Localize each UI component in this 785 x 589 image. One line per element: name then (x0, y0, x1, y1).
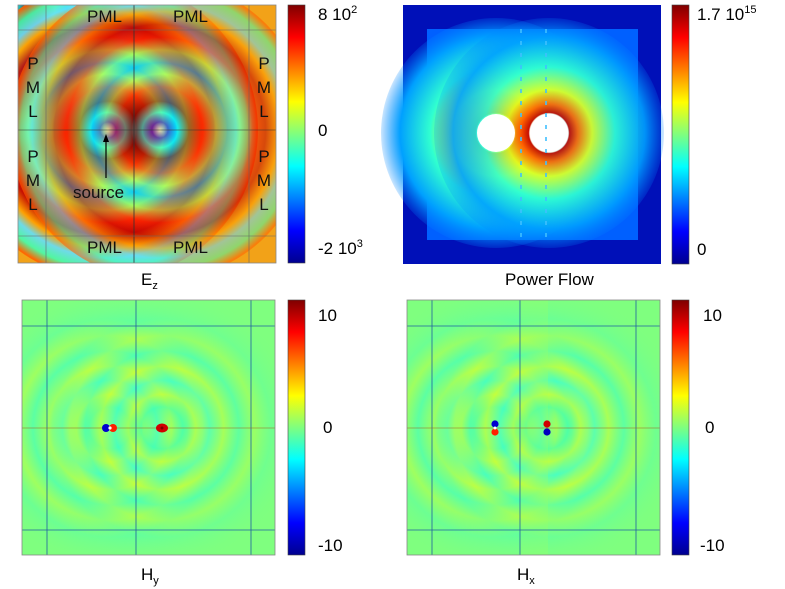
hy-title: Hy (141, 565, 159, 587)
hy-panel (21, 299, 306, 556)
ez-panel (17, 4, 306, 264)
power-panel (381, 4, 690, 265)
hy-colorbar (287, 299, 306, 556)
ez-colorbar-mid: 0 (318, 121, 328, 140)
hx-colorbar-min: -10 (700, 536, 725, 555)
hy-colorbar-max: 10 (318, 306, 337, 325)
source-label: source (73, 183, 125, 202)
ez-title: Ez (141, 270, 158, 292)
hx-colorbar-max: 10 (703, 306, 722, 325)
ez-pml-top-right: PML (173, 7, 208, 26)
hy-source-left (102, 424, 110, 432)
ez-wave-right (18, 5, 276, 263)
power-colorbar (671, 4, 690, 265)
ez-colorbar (287, 4, 306, 264)
hy-colorbar-mid: 0 (323, 418, 333, 437)
ez-colorbar-min: -2 103 (318, 238, 363, 258)
ez-pml-bottom-left: PML (87, 238, 122, 257)
power-title: Power Flow (505, 270, 594, 289)
hx-panel (406, 299, 690, 556)
hx-title: Hx (517, 565, 535, 587)
hx-colorbar (671, 299, 690, 556)
ez-pml-bottom-right: PML (173, 238, 208, 257)
power-colorbar-max: 1.7 1015 (697, 4, 757, 24)
hx-source-left (491, 420, 499, 428)
hx-source-right (543, 420, 551, 428)
hx-colorbar-mid: 0 (705, 418, 715, 437)
hy-colorbar-min: -10 (318, 536, 343, 555)
ez-pml-top-left: PML (87, 7, 122, 26)
power-colorbar-min: 0 (697, 240, 707, 259)
ez-colorbar-max: 8 102 (318, 4, 358, 24)
